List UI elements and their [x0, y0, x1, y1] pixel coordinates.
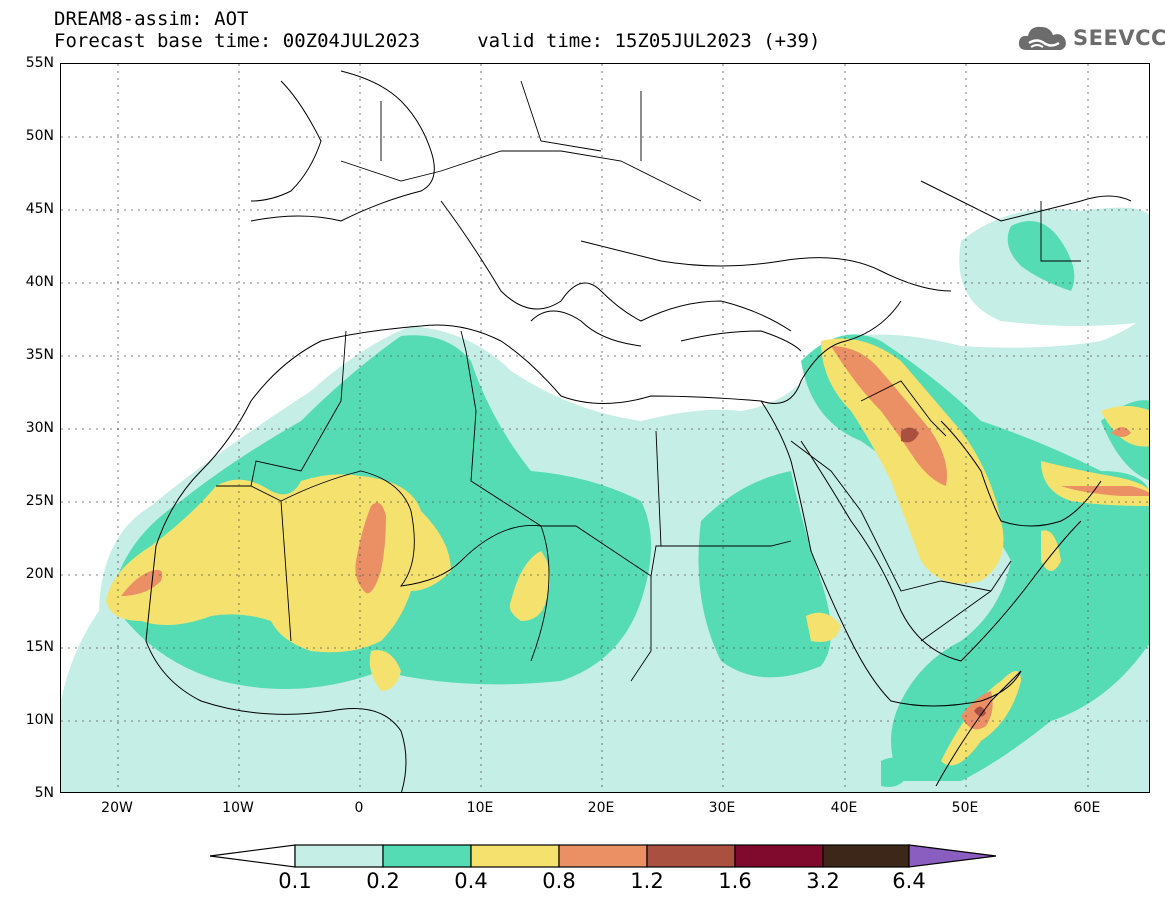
colorbar-label-0.1: 0.1 [278, 869, 312, 893]
colorbar-label-0.8: 0.8 [542, 869, 576, 893]
colorbar-bin-1.6-3.2 [734, 844, 824, 868]
aot-field [61, 64, 1149, 792]
colorbar-bin-1.2-1.6 [646, 844, 736, 868]
lon-label-0: 0 [354, 800, 364, 816]
lat-label-45n: 45N [25, 201, 54, 217]
colorbar [209, 844, 997, 868]
lat-label-40n: 40N [25, 274, 54, 290]
lat-label-25n: 25N [25, 493, 54, 509]
aot-level-0.8 [121, 346, 1149, 730]
cloud-icon [1018, 26, 1066, 50]
colorbar-low-arrow [209, 844, 296, 868]
colorbar-label-6.4: 6.4 [892, 869, 926, 893]
colorbar-label-0.4: 0.4 [454, 869, 488, 893]
seevccc-logo: SEEVCCC [1017, 20, 1165, 56]
colorbar-label-3.2: 3.2 [806, 869, 840, 893]
colorbar-label-0.2: 0.2 [366, 869, 400, 893]
lon-label-40e: 40E [830, 800, 858, 816]
colorbar-label-1.6: 1.6 [718, 869, 752, 893]
colorbar-bin-0.1-0.2 [294, 844, 384, 868]
map-title: DREAM8-assim: AOT [54, 8, 249, 30]
graticule [61, 64, 1149, 792]
colorbar-bin-3.2-6.4 [822, 844, 910, 868]
lat-label-15n: 15N [25, 639, 54, 655]
borders [216, 80, 1081, 682]
logo-text: SEEVCCC [1073, 26, 1165, 50]
lat-label-20n: 20N [25, 566, 54, 582]
lat-label-50n: 50N [25, 128, 54, 144]
lat-label-10n: 10N [25, 712, 54, 728]
lon-label-50e: 50E [951, 800, 979, 816]
aot-map [60, 63, 1150, 793]
colorbar-bin-0.2-0.4 [382, 844, 472, 868]
aot-level-1.2 [901, 427, 986, 717]
lon-label-20w: 20W [101, 800, 133, 816]
colorbar-high-arrow [908, 844, 997, 868]
lat-label-55n: 55N [25, 55, 54, 71]
lat-label-35n: 35N [25, 347, 54, 363]
lon-label-10e: 10E [466, 800, 494, 816]
lon-label-60e: 60E [1073, 800, 1101, 816]
colorbar-bin-0.4-0.8 [470, 844, 560, 868]
coastlines [145, 70, 1132, 792]
lon-label-30e: 30E [708, 800, 736, 816]
lon-label-20e: 20E [587, 800, 615, 816]
colorbar-bin-0.8-1.2 [558, 844, 648, 868]
lat-label-30n: 30N [25, 420, 54, 436]
lon-label-10w: 10W [222, 800, 254, 816]
colorbar-label-1.2: 1.2 [630, 869, 664, 893]
lat-label-5n: 5N [34, 785, 54, 801]
forecast-time-line: Forecast base time: 00Z04JUL2023 valid t… [54, 30, 821, 52]
